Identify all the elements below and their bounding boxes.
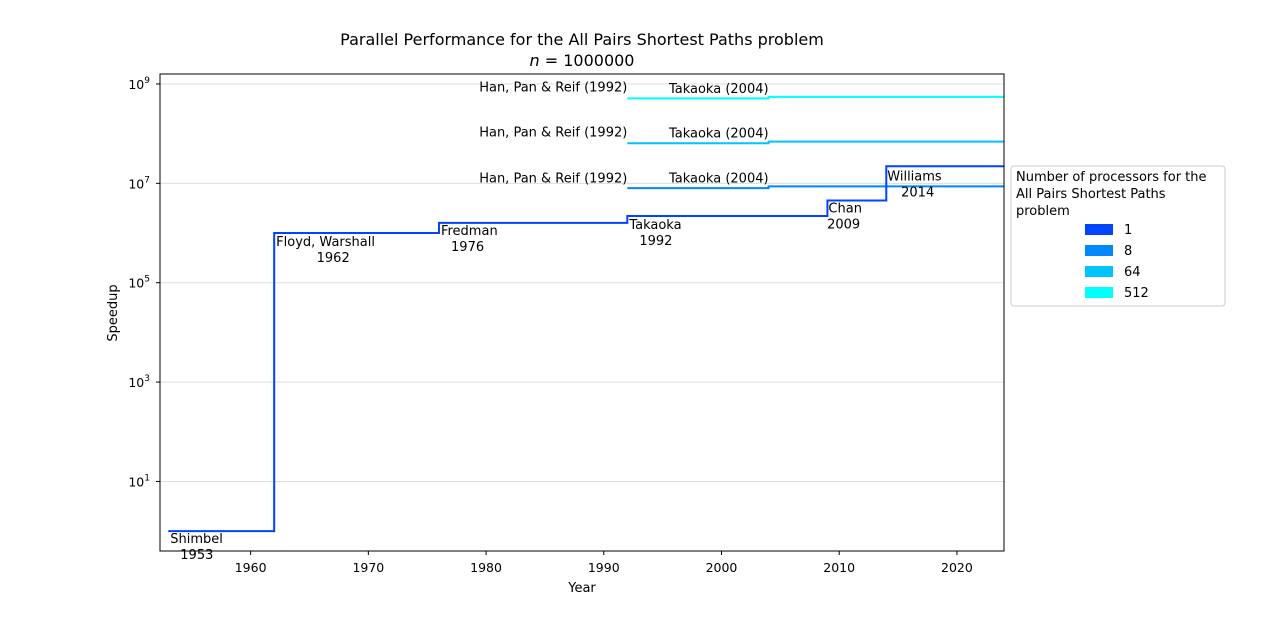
annotation-label: Takaoka (2004): [668, 127, 769, 142]
annotation-label: Williams 2014: [887, 169, 942, 200]
y-tick-base: 10: [128, 375, 144, 390]
y-axis-label: Speedup: [106, 284, 121, 341]
annotation-line: 1962: [317, 251, 350, 266]
chart-title: Parallel Performance for the All Pairs S…: [340, 30, 824, 49]
annotation-line: 1953: [180, 548, 213, 563]
y-tick-base: 10: [128, 176, 144, 191]
annotation-label: Han, Pan & Reif (1992): [479, 81, 627, 96]
y-tick-exponent: 9: [144, 76, 150, 86]
legend-swatch: [1085, 245, 1113, 256]
gridlines: [160, 83, 1004, 482]
legend-entry-label: 1: [1124, 223, 1132, 238]
y-tick-base: 10: [128, 474, 144, 489]
y-tick-label: 101: [128, 473, 150, 489]
annotation-line: Fredman: [441, 224, 498, 239]
annotation-line: 2014: [901, 185, 934, 200]
series-line-512: [627, 95, 1004, 100]
x-tick-label: 1980: [470, 560, 502, 575]
annotations: Shimbel 1953 Floyd, Warshall 1962 Fredman 197…: [170, 81, 942, 564]
annotation-label: Takaoka (2004): [668, 82, 769, 97]
x-tick-label: 2000: [706, 560, 738, 575]
y-tick-exponent: 1: [144, 473, 150, 483]
annotation-line: Chan: [828, 202, 862, 217]
subtitle-equation: = 1000000: [540, 51, 635, 70]
series-line-1: [168, 165, 1004, 533]
y-tick-base: 10: [128, 276, 144, 291]
legend-title: All Pairs Shortest Paths: [1016, 187, 1166, 202]
legend: Number of processors for the All Pairs Sh…: [1010, 165, 1226, 307]
x-axis-label: Year: [567, 581, 596, 596]
legend-entry-label: 64: [1124, 265, 1141, 280]
legend-swatch: [1085, 266, 1113, 277]
legend-title: problem: [1016, 204, 1070, 219]
annotation-label: Han, Pan & Reif (1992): [479, 171, 627, 186]
annotation-label: Han, Pan & Reif (1992): [479, 125, 627, 140]
x-tick-label: 2020: [941, 560, 973, 575]
y-tick-label: 105: [128, 275, 150, 291]
x-tick-label: 1990: [588, 560, 620, 575]
annotation-line: Floyd, Warshall: [276, 235, 375, 250]
annotation-line: 1976: [451, 240, 484, 255]
annotation-line: 2009: [827, 218, 860, 233]
x-tick-label: 1960: [235, 560, 267, 575]
annotation-label: Shimbel 1953: [170, 532, 223, 563]
series-line-8: [627, 185, 1004, 190]
legend-title: Number of processors for the: [1016, 170, 1207, 185]
annotation-label: Fredman 1976: [441, 224, 498, 255]
y-tick-exponent: 5: [144, 275, 150, 285]
x-tick-label: 1970: [352, 560, 384, 575]
plot-frame: [159, 73, 1005, 552]
y-tick-exponent: 3: [144, 374, 150, 384]
legend-box: [1010, 165, 1226, 307]
y-tick-label: 109: [128, 76, 150, 92]
legend-entry-label: 8: [1124, 244, 1132, 259]
chart-subtitle: n = 1000000: [530, 51, 635, 70]
y-tick-exponent: 7: [144, 175, 150, 185]
legend-swatch: [1085, 224, 1113, 235]
y-tick-label: 103: [128, 374, 150, 390]
annotation-label: Takaoka 1992: [628, 218, 681, 249]
x-axis-ticks: 1960 1970 1980 1990 2000 2010 2020: [235, 551, 973, 575]
annotation-label: Floyd, Warshall 1962: [276, 235, 375, 266]
subtitle-variable: n: [530, 51, 540, 70]
series-line-64: [627, 140, 1004, 145]
annotation-line: 1992: [639, 234, 672, 249]
annotation-line: Takaoka: [628, 218, 681, 233]
legend-entry-label: 512: [1124, 286, 1149, 301]
series-lines: [168, 95, 1004, 533]
annotation-line: Williams: [887, 169, 942, 184]
y-tick-label: 107: [128, 175, 150, 191]
annotation-line: Shimbel: [170, 532, 223, 547]
legend-swatch: [1085, 287, 1113, 298]
annotation-label: Chan 2009: [827, 202, 862, 233]
annotation-label: Takaoka (2004): [668, 171, 769, 186]
x-tick-label: 2010: [823, 560, 855, 575]
y-tick-base: 10: [128, 77, 144, 92]
